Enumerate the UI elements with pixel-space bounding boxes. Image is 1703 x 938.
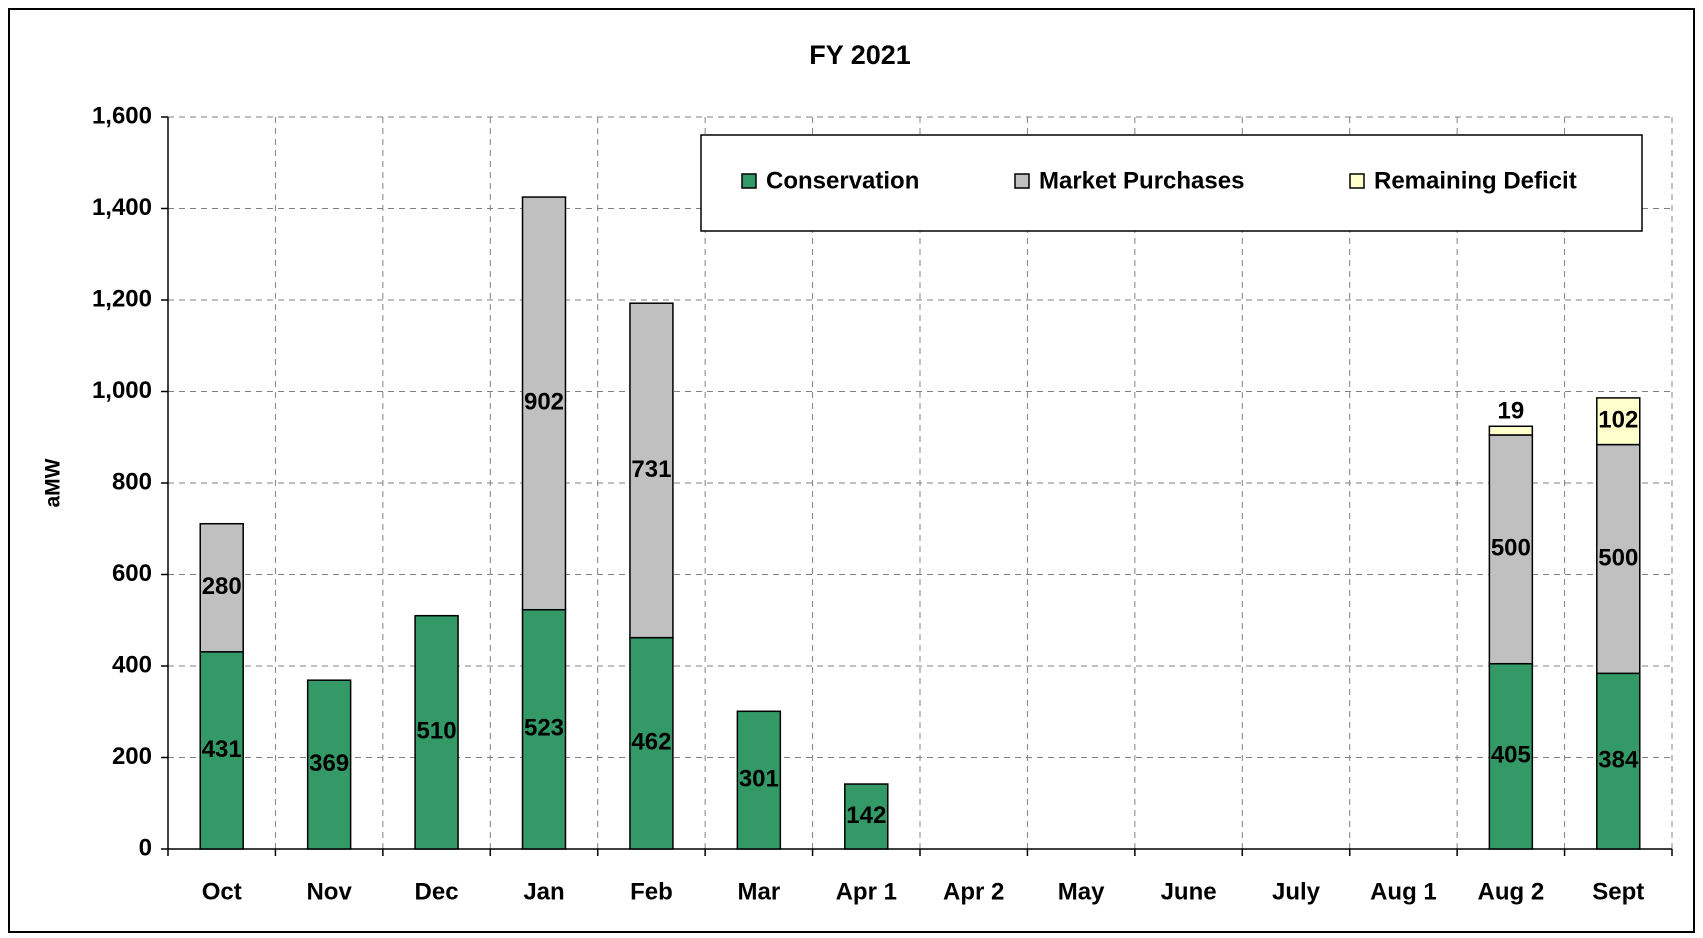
chart-title: FY 2021 xyxy=(809,40,911,70)
data-label: 523 xyxy=(524,715,564,742)
data-label: 510 xyxy=(417,718,457,745)
data-label: 500 xyxy=(1491,535,1531,562)
y-tick-label: 1,200 xyxy=(92,285,152,312)
x-tick-label: Sept xyxy=(1592,878,1644,905)
data-label: 280 xyxy=(202,573,242,600)
legend-label: Conservation xyxy=(766,167,919,194)
x-tick-label: Dec xyxy=(415,878,459,905)
y-tick-label: 400 xyxy=(112,651,152,678)
bar-segment xyxy=(199,651,244,850)
x-tick-label: July xyxy=(1272,878,1321,905)
x-tick-label: June xyxy=(1161,878,1217,905)
data-label: 384 xyxy=(1598,747,1639,774)
bar-segment xyxy=(199,522,244,653)
y-tick-label: 800 xyxy=(112,468,152,495)
data-label: 731 xyxy=(631,456,671,483)
bar-segment xyxy=(1596,443,1641,675)
bar-segment xyxy=(844,783,889,850)
y-tick-label: 1,000 xyxy=(92,377,152,404)
data-label: 19 xyxy=(1498,398,1525,425)
data-label: 405 xyxy=(1491,742,1531,769)
x-tick-label: May xyxy=(1058,878,1105,905)
bar-segment xyxy=(1488,434,1534,665)
bar-segment xyxy=(629,302,674,639)
x-tick-label: Apr 1 xyxy=(836,878,897,905)
x-tick-label: Oct xyxy=(202,878,242,905)
data-label: 102 xyxy=(1598,407,1638,434)
legend-label: Remaining Deficit xyxy=(1374,167,1577,194)
bar-segment xyxy=(414,614,459,850)
data-label: 462 xyxy=(631,729,671,756)
x-tick-label: Apr 2 xyxy=(943,878,1004,905)
x-tick-label: Jan xyxy=(523,878,564,905)
bar-segment xyxy=(1488,425,1534,436)
data-label: 142 xyxy=(846,802,886,829)
bar-segment xyxy=(306,679,352,850)
data-label: 500 xyxy=(1598,544,1638,571)
x-tick-label: Aug 1 xyxy=(1370,878,1437,905)
bar-segment xyxy=(736,710,782,850)
legend-swatch xyxy=(1349,173,1365,189)
y-tick-label: 1,600 xyxy=(92,102,152,129)
legend-label: Market Purchases xyxy=(1039,167,1244,194)
bar-segment xyxy=(1596,397,1641,446)
x-tick-label: Nov xyxy=(306,878,352,905)
data-label: 301 xyxy=(739,765,779,792)
y-tick-label: 0 xyxy=(139,834,152,861)
data-label: 431 xyxy=(202,736,242,763)
legend-box xyxy=(700,134,1643,232)
y-tick-label: 1,400 xyxy=(92,194,152,221)
y-tick-label: 200 xyxy=(112,743,152,770)
x-tick-label: Feb xyxy=(630,878,673,905)
bar-segment xyxy=(521,196,567,611)
x-tick-label: Aug 2 xyxy=(1478,878,1545,905)
bar-segment xyxy=(1488,662,1534,850)
legend-swatch xyxy=(741,173,757,189)
y-axis-label: aMW xyxy=(42,458,65,507)
x-tick-label: Mar xyxy=(738,878,781,905)
legend-swatch xyxy=(1014,173,1030,189)
y-tick-label: 600 xyxy=(112,560,152,587)
data-label: 369 xyxy=(309,750,349,777)
data-label: 902 xyxy=(524,389,564,416)
